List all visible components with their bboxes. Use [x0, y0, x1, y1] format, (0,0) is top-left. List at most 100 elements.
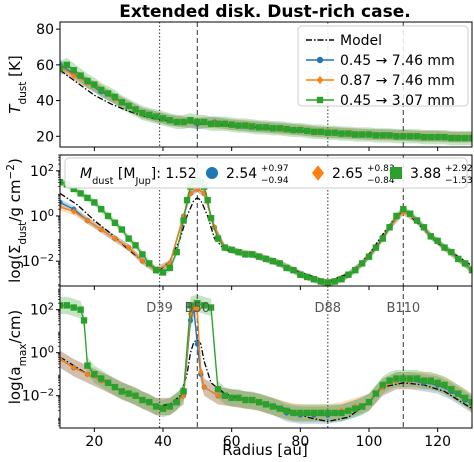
y-tick-label: 20: [36, 129, 54, 145]
data-point: [413, 375, 421, 382]
data-point: [441, 133, 448, 141]
data-point: [276, 260, 283, 267]
data-point: [331, 409, 338, 417]
mass-legend-value: 2.65: [332, 166, 363, 182]
data-point: [468, 398, 472, 406]
data-point: [132, 242, 139, 249]
y-tick-label: 10−2: [22, 387, 54, 405]
mass-legend-marker: [206, 167, 218, 179]
data-point: [262, 124, 270, 131]
data-point: [365, 398, 373, 406]
data-point: [84, 370, 91, 378]
plot-area-tdust: [60, 22, 472, 147]
x-axis-label: Radius [au]: [222, 441, 307, 459]
data-point: [84, 217, 91, 224]
data-point: [269, 125, 277, 132]
y-tick-label-part: 10: [22, 254, 40, 270]
data-point: [60, 355, 63, 363]
data-point: [331, 129, 338, 136]
data-point: [125, 390, 132, 397]
vline-label-D39: D39: [146, 301, 173, 316]
x-tick-label: 60: [223, 434, 241, 450]
vline-label-B50: B50: [185, 301, 210, 316]
data-point: [194, 300, 201, 307]
data-point: [194, 118, 201, 126]
data-point: [434, 133, 441, 141]
data-point: [221, 392, 228, 399]
y-tick-label-part: 60: [36, 58, 54, 74]
y-axis-label-amax-part: /cm): [6, 310, 24, 344]
data-point: [118, 226, 125, 233]
data-point: [338, 130, 345, 137]
data-point: [187, 302, 194, 309]
legend-marker: [316, 75, 324, 85]
data-point: [372, 132, 380, 139]
data-point: [400, 133, 407, 140]
data-point: [71, 364, 77, 372]
y-axis-label-tdust: Tdust [K]: [6, 55, 29, 113]
data-point: [324, 279, 331, 286]
data-point: [352, 131, 359, 138]
data-point: [221, 120, 228, 127]
data-point: [91, 81, 98, 88]
data-point: [146, 398, 153, 406]
data-point: [448, 134, 455, 142]
mass-legend-marker: [390, 167, 402, 179]
x-tick-label: 20: [85, 434, 103, 450]
data-point: [407, 210, 414, 217]
data-point: [413, 133, 421, 140]
data-point: [331, 278, 338, 285]
uncertainty-band-2: [60, 298, 472, 422]
data-point: [98, 86, 105, 94]
data-point: [249, 123, 256, 130]
y-tick-label: 102: [30, 301, 54, 319]
data-point: [255, 124, 263, 131]
data-point: [427, 377, 434, 384]
legend-label: 0.45 → 3.07 mm: [340, 93, 455, 109]
mass-legend-model-part: dust: [92, 176, 114, 187]
data-point: [358, 403, 366, 410]
data-point: [207, 120, 215, 127]
x-tick-label: 120: [424, 434, 451, 450]
data-point: [104, 379, 112, 387]
legend-marker: [316, 96, 324, 104]
data-point: [221, 244, 228, 251]
data-point: [77, 72, 84, 79]
data-point: [228, 246, 235, 254]
data-point: [98, 206, 105, 213]
data-point: [152, 266, 160, 274]
data-point: [173, 398, 180, 406]
data-point: [420, 224, 428, 231]
data-point: [84, 77, 91, 85]
data-point: [448, 386, 455, 393]
data-point: [118, 388, 125, 395]
y-tick-label-part: −2: [40, 253, 54, 264]
data-point: [386, 132, 393, 139]
data-point: [166, 403, 174, 410]
mass-legend-plus: +0.83: [367, 164, 395, 174]
data-point: [365, 253, 373, 260]
y-tick-label: 100: [30, 344, 54, 362]
y-tick-label: 102: [30, 162, 54, 180]
data-point: [468, 134, 472, 142]
data-point: [407, 375, 414, 382]
data-point: [420, 133, 428, 141]
legend-label: 0.87 → 7.46 mm: [340, 73, 455, 89]
data-point: [441, 381, 448, 389]
data-point: [166, 117, 174, 124]
data-point: [125, 102, 132, 110]
data-point: [201, 118, 208, 126]
uncertainty-band-1: [60, 59, 472, 143]
y-tick-label: 80: [36, 22, 54, 38]
y-axis-label-sigma-part: dust: [17, 222, 29, 245]
data-point: [434, 379, 441, 387]
data-point: [345, 407, 352, 414]
y-tick-label-part: −2: [40, 387, 54, 398]
data-point: [207, 304, 215, 311]
data-point: [214, 235, 222, 242]
data-point: [317, 409, 325, 417]
x-tick-label: 100: [356, 434, 383, 450]
series-line-1: [60, 188, 472, 284]
y-axis-label-amax: log(amax/cm): [6, 310, 29, 405]
data-point: [290, 126, 297, 134]
